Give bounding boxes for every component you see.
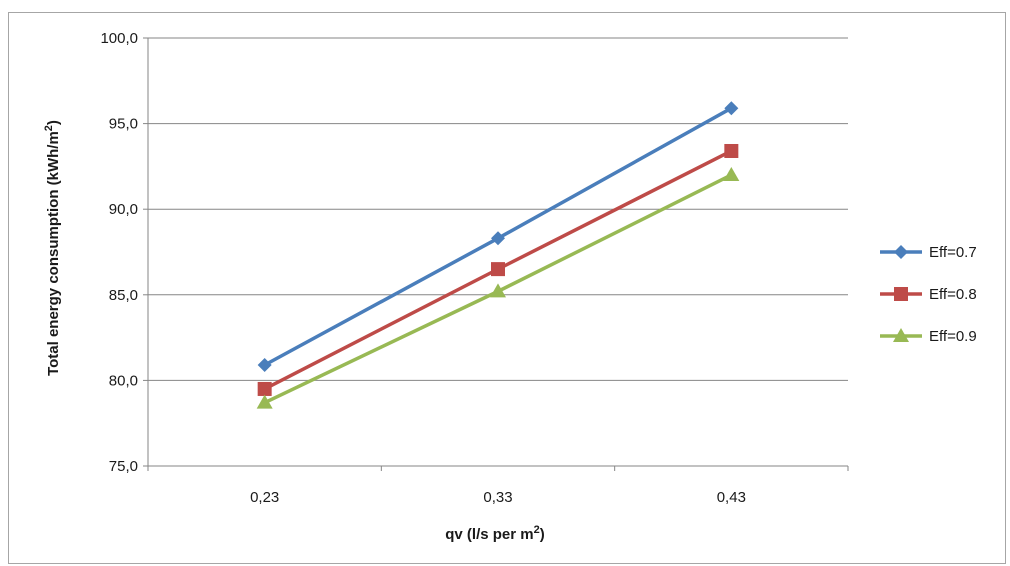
data-point — [724, 101, 739, 116]
data-point — [490, 283, 506, 298]
legend-item: Eff=0.7 — [880, 244, 977, 261]
x-tick-label: 0,23 — [250, 489, 279, 506]
data-point — [257, 357, 272, 372]
x-axis-title: qv (l/s per m2) — [445, 524, 544, 543]
data-point — [256, 394, 273, 409]
x-tick-labels: 0,23 0,33 0,43 — [250, 489, 746, 506]
y-tick-label: 85,0 — [109, 287, 138, 304]
data-point — [723, 166, 740, 181]
data-point — [257, 381, 272, 396]
legend-marker — [894, 245, 908, 259]
series-3 — [256, 166, 740, 409]
series-1 — [257, 101, 739, 372]
y-tick-label: 80,0 — [109, 372, 138, 389]
legend-label: Eff=0.9 — [929, 328, 977, 345]
gridlines — [148, 37, 848, 381]
y-tick-label: 90,0 — [109, 201, 138, 218]
x-tick-label: 0,43 — [717, 489, 746, 506]
y-axis-title: Total energy consumption (kWh/m2) — [43, 120, 62, 376]
legend-marker — [893, 328, 909, 342]
series-layer — [256, 101, 740, 409]
legend: Eff=0.7 Eff=0.8 Eff=0.9 — [880, 244, 977, 345]
data-point — [491, 262, 505, 277]
data-point — [491, 231, 505, 246]
y-tick-label: 75,0 — [109, 458, 138, 475]
x-tick-label: 0,33 — [483, 489, 512, 506]
legend-label: Eff=0.7 — [929, 244, 977, 261]
y-tick-labels: 75,0 80,0 85,0 90,0 95,0 100,0 — [100, 30, 138, 475]
legend-label: Eff=0.8 — [929, 286, 977, 303]
legend-item: Eff=0.8 — [880, 286, 977, 303]
series-2 — [257, 143, 739, 396]
y-tick-label: 95,0 — [109, 116, 138, 133]
y-tick-label: 100,0 — [100, 30, 138, 47]
legend-marker — [894, 287, 908, 301]
legend-item: Eff=0.9 — [880, 328, 977, 345]
axes — [143, 37, 849, 471]
data-point — [724, 143, 739, 158]
